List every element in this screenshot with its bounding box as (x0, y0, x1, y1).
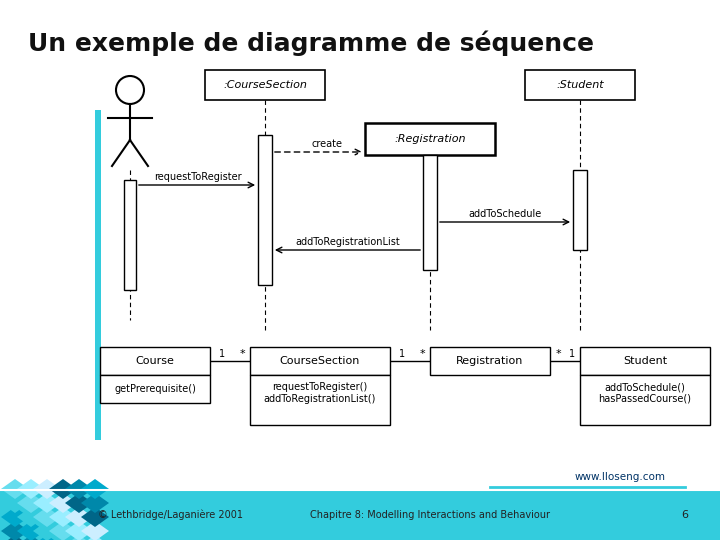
Polygon shape (49, 521, 77, 540)
Bar (573, 170, 587, 250)
Text: *: * (555, 349, 561, 359)
Polygon shape (65, 507, 93, 527)
Polygon shape (17, 521, 45, 540)
Polygon shape (81, 479, 109, 499)
Bar (0, 490, 720, 540)
Polygon shape (65, 535, 93, 540)
Text: *: * (419, 349, 425, 359)
Polygon shape (1, 479, 29, 499)
Polygon shape (81, 493, 109, 513)
Polygon shape (33, 535, 61, 540)
Text: 6: 6 (682, 510, 688, 520)
Polygon shape (65, 521, 93, 540)
Bar (430, 347, 550, 375)
Text: addToSchedule: addToSchedule (469, 209, 541, 219)
Text: Registration: Registration (456, 356, 523, 366)
Text: *: * (239, 349, 245, 359)
Polygon shape (33, 521, 61, 540)
Text: :Registration: :Registration (395, 134, 466, 144)
Polygon shape (33, 507, 61, 527)
Polygon shape (81, 521, 109, 540)
Polygon shape (1, 521, 29, 540)
Text: © Lethbridge/Laganière 2001: © Lethbridge/Laganière 2001 (97, 510, 243, 520)
Polygon shape (17, 507, 45, 527)
Bar (258, 135, 272, 285)
Polygon shape (49, 535, 77, 540)
Text: :Student: :Student (556, 80, 604, 90)
Text: getPrerequisite(): getPrerequisite() (114, 384, 196, 394)
Bar (423, 155, 437, 270)
Bar (100, 375, 210, 403)
Polygon shape (1, 507, 29, 527)
Bar (100, 347, 210, 375)
Bar (124, 180, 136, 290)
Text: Chapitre 8: Modelling Interactions and Behaviour: Chapitre 8: Modelling Interactions and B… (310, 510, 550, 520)
Text: 1: 1 (569, 349, 575, 359)
Text: 1: 1 (399, 349, 405, 359)
Text: Student: Student (623, 356, 667, 366)
Text: 1: 1 (219, 349, 225, 359)
Text: requestToRegister()
addToRegistrationList(): requestToRegister() addToRegistrationLis… (264, 382, 376, 404)
Polygon shape (1, 493, 29, 513)
Polygon shape (65, 479, 93, 499)
Bar (205, 70, 325, 100)
Text: addToRegistrationList: addToRegistrationList (295, 237, 400, 247)
Text: addToSchedule()
hasPassedCourse(): addToSchedule() hasPassedCourse() (598, 382, 691, 404)
Polygon shape (17, 493, 45, 513)
Polygon shape (65, 493, 93, 513)
Polygon shape (1, 535, 29, 540)
Text: create: create (312, 139, 343, 149)
Polygon shape (81, 535, 109, 540)
Polygon shape (81, 507, 109, 527)
Text: :CourseSection: :CourseSection (223, 80, 307, 90)
Bar (365, 123, 495, 155)
Bar (580, 375, 710, 425)
Text: Un exemple de diagramme de séquence: Un exemple de diagramme de séquence (28, 30, 594, 56)
Bar (580, 347, 710, 375)
Bar (525, 70, 635, 100)
Bar (95, 110, 101, 440)
Text: www.lloseng.com: www.lloseng.com (575, 472, 665, 482)
Polygon shape (33, 493, 61, 513)
Bar (250, 347, 390, 375)
Bar (250, 375, 390, 425)
Polygon shape (17, 535, 45, 540)
Text: Course: Course (135, 356, 174, 366)
Text: CourseSection: CourseSection (280, 356, 360, 366)
Polygon shape (49, 507, 77, 527)
Polygon shape (49, 493, 77, 513)
Text: requestToRegister: requestToRegister (153, 172, 241, 182)
Polygon shape (49, 479, 77, 499)
Polygon shape (33, 479, 61, 499)
Polygon shape (17, 479, 45, 499)
